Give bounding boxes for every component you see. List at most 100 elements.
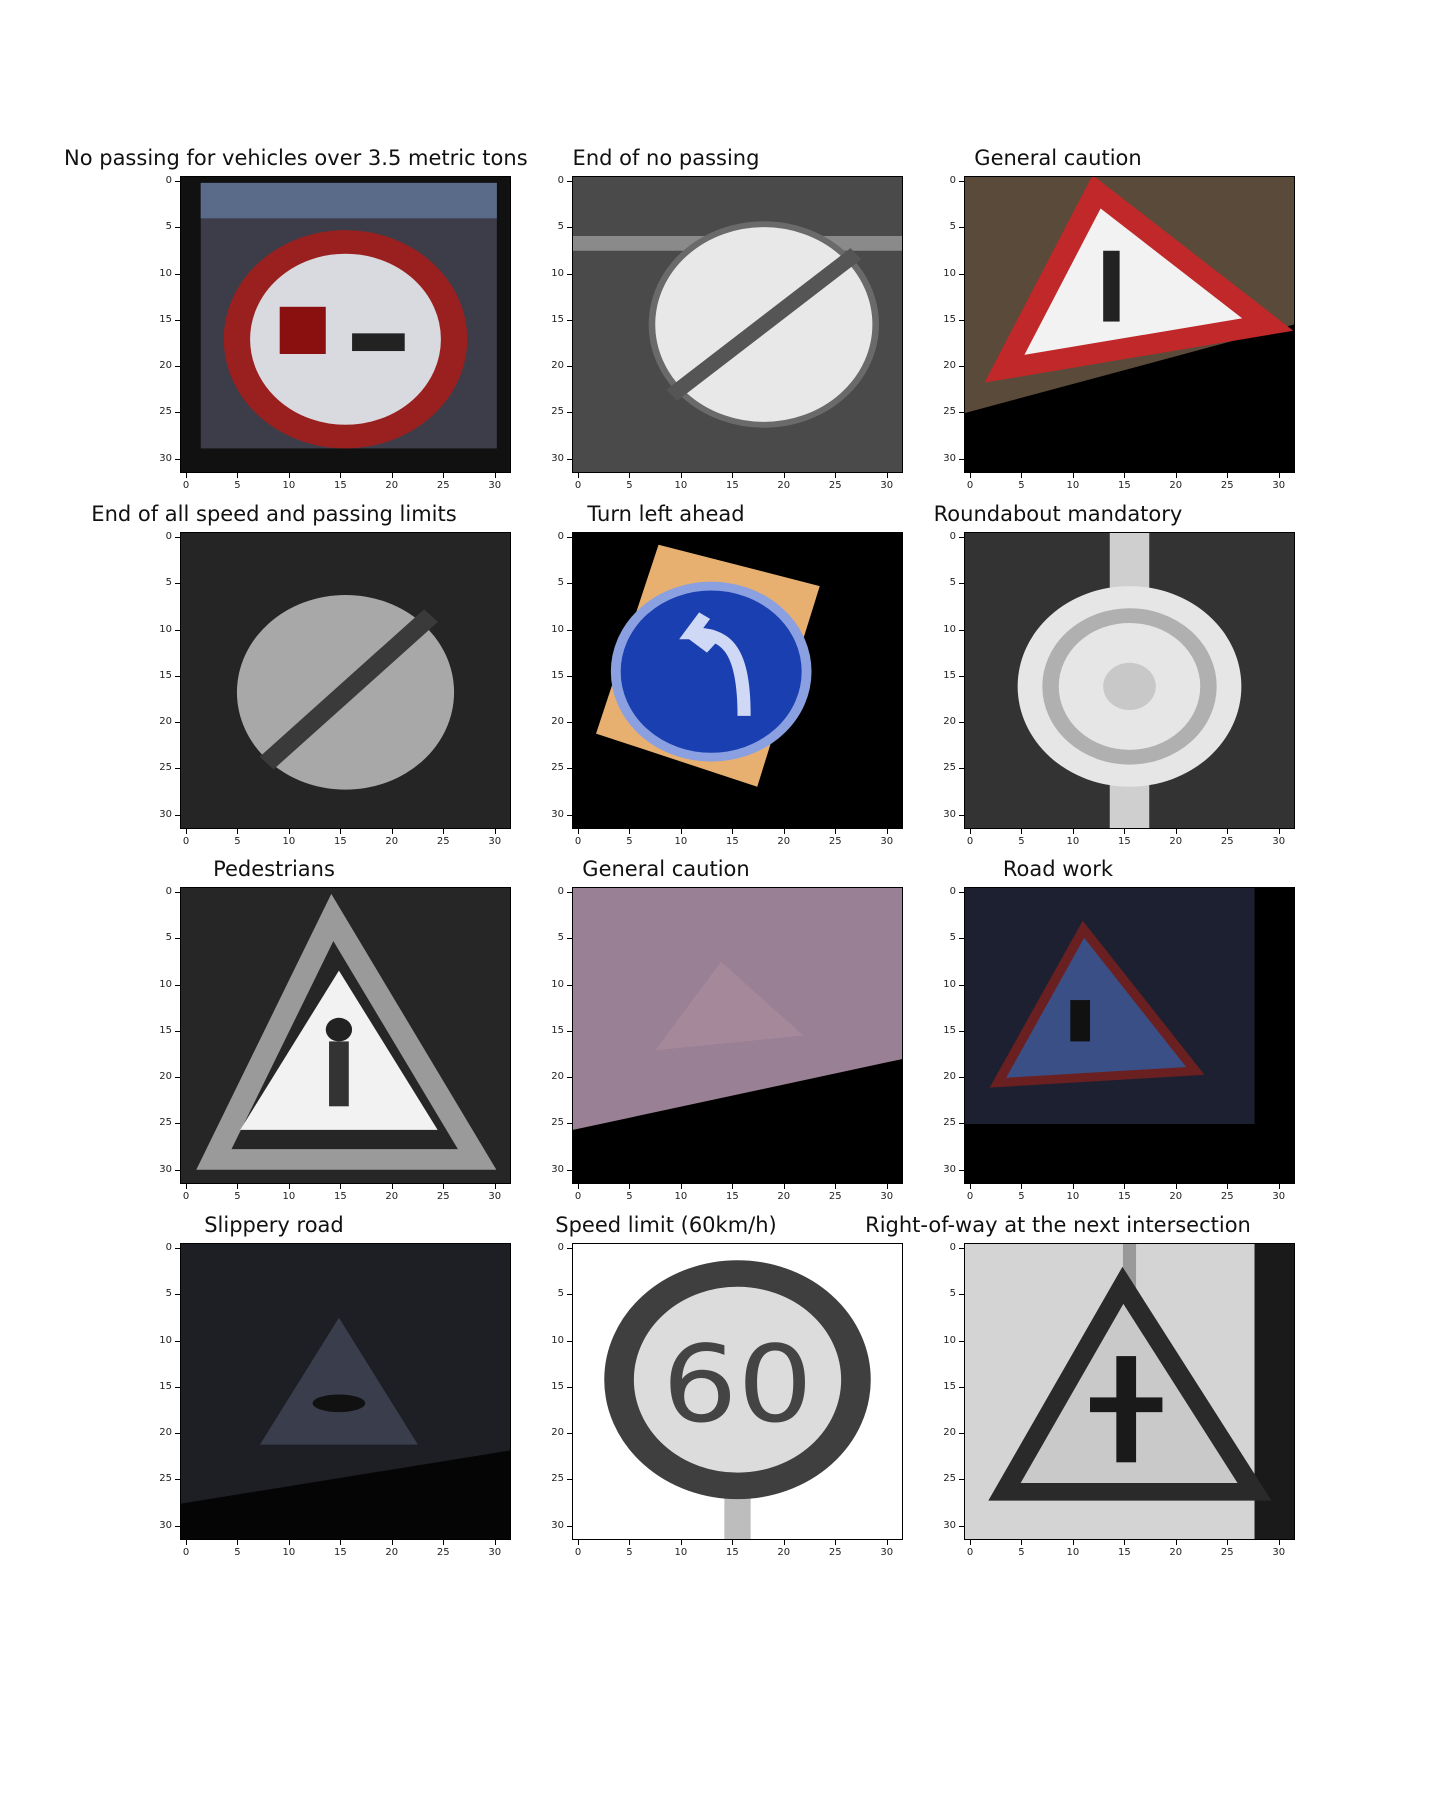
y-tick-mark	[175, 629, 180, 631]
x-tick-mark	[1124, 1184, 1126, 1189]
y-tick-label: 30	[159, 808, 172, 820]
x-tick-label: 5	[234, 1547, 241, 1558]
y-tick-label: 30	[159, 1519, 172, 1531]
y-tick-label: 0	[557, 175, 564, 186]
y-tick-mark	[959, 938, 964, 940]
y-tick-label: 5	[557, 932, 564, 944]
x-tick-label: 20	[385, 836, 399, 847]
panel-title: Road work	[1002, 857, 1114, 881]
x-tick-label: 30	[880, 1547, 894, 1558]
y-tick-mark	[567, 1479, 572, 1481]
x-tick-mark	[391, 829, 393, 834]
turn-left-ahead-sign-image	[572, 532, 903, 829]
y-tick-mark	[175, 1169, 180, 1171]
x-tick-mark	[732, 1184, 734, 1189]
y-tick-mark	[567, 768, 572, 770]
x-tick-mark	[494, 473, 496, 478]
y-tick-mark	[959, 366, 964, 368]
x-tick-label: 0	[182, 480, 190, 491]
x-tick-mark	[237, 1184, 239, 1189]
y-tick-label: 20	[159, 360, 172, 372]
x-tick-mark	[835, 829, 837, 834]
y-tick-mark	[567, 273, 572, 275]
y-tick-mark	[567, 892, 572, 893]
y-tick-mark	[567, 1169, 572, 1171]
x-tick-mark	[629, 1540, 631, 1545]
x-tick-label: 25	[828, 1547, 842, 1558]
y-tick-label: 10	[159, 623, 172, 635]
y-tick-label: 30	[943, 1163, 956, 1175]
y-tick-label: 5	[557, 577, 564, 589]
x-tick-mark	[186, 473, 187, 478]
y-tick-label: 5	[165, 1288, 172, 1300]
y-tick-label: 0	[165, 531, 172, 542]
y-tick-label: 15	[943, 313, 956, 325]
y-tick-label: 0	[949, 531, 956, 542]
y-tick-label: 25	[551, 1473, 564, 1485]
x-tick-label: 25	[1220, 836, 1234, 847]
y-tick-label: 20	[943, 1427, 956, 1439]
y-tick-label: 10	[943, 623, 956, 635]
x-tick-mark	[1021, 1184, 1023, 1189]
y-tick-mark	[175, 319, 180, 321]
y-tick-mark	[959, 984, 964, 986]
x-tick-mark	[1227, 829, 1229, 834]
y-tick-mark	[175, 938, 180, 940]
x-tick-mark	[288, 1184, 290, 1189]
x-tick-label: 25	[436, 1547, 450, 1558]
y-tick-label: 0	[949, 886, 956, 897]
y-tick-label: 5	[165, 221, 172, 233]
pedestrians-sign-image	[180, 887, 511, 1184]
y-tick-mark	[175, 273, 180, 275]
x-tick-mark	[186, 1540, 187, 1545]
x-tick-mark	[1021, 1540, 1023, 1545]
y-tick-mark	[175, 537, 180, 538]
x-tick-label: 0	[966, 1191, 974, 1202]
x-tick-label: 0	[966, 1547, 974, 1558]
y-tick-mark	[959, 1479, 964, 1481]
y-tick-mark	[567, 984, 572, 986]
y-tick-label: 15	[551, 1380, 564, 1392]
y-tick-label: 5	[949, 577, 956, 589]
x-tick-label: 25	[1220, 1191, 1234, 1202]
y-tick-label: 15	[943, 669, 956, 681]
general-caution-sign-image	[964, 176, 1295, 473]
y-tick-label: 0	[557, 886, 564, 897]
x-tick-label: 10	[1066, 1547, 1080, 1558]
y-tick-label: 25	[943, 1117, 956, 1129]
x-tick-mark	[443, 1540, 445, 1545]
x-tick-mark	[443, 473, 445, 478]
x-tick-mark	[494, 1184, 496, 1189]
x-tick-label: 10	[674, 480, 688, 491]
x-tick-label: 5	[234, 480, 241, 491]
y-tick-mark	[175, 583, 180, 585]
x-tick-label: 25	[828, 1191, 842, 1202]
x-tick-label: 30	[1272, 480, 1286, 491]
y-tick-label: 10	[159, 1334, 172, 1346]
y-tick-mark	[175, 1433, 180, 1435]
y-tick-label: 25	[159, 762, 172, 774]
x-tick-label: 10	[282, 1191, 296, 1202]
y-tick-label: 0	[165, 886, 172, 897]
y-tick-mark	[175, 181, 180, 182]
y-tick-mark	[959, 722, 964, 724]
x-tick-mark	[680, 829, 682, 834]
y-tick-label: 10	[943, 267, 956, 279]
x-tick-mark	[629, 829, 631, 834]
x-tick-label: 30	[1272, 1191, 1286, 1202]
x-tick-label: 20	[777, 836, 791, 847]
y-tick-label: 30	[551, 452, 564, 464]
y-tick-label: 5	[949, 221, 956, 233]
x-tick-label: 10	[674, 1191, 688, 1202]
y-tick-mark	[959, 892, 964, 893]
x-tick-label: 15	[725, 1191, 739, 1202]
y-tick-label: 15	[551, 669, 564, 681]
x-tick-mark	[1278, 1184, 1280, 1189]
x-tick-label: 10	[1066, 836, 1080, 847]
y-tick-label: 10	[943, 1334, 956, 1346]
x-tick-mark	[732, 1540, 734, 1545]
x-tick-label: 15	[725, 836, 739, 847]
y-tick-mark	[175, 366, 180, 368]
y-tick-label: 10	[943, 978, 956, 990]
panel-title: General caution	[974, 146, 1142, 170]
